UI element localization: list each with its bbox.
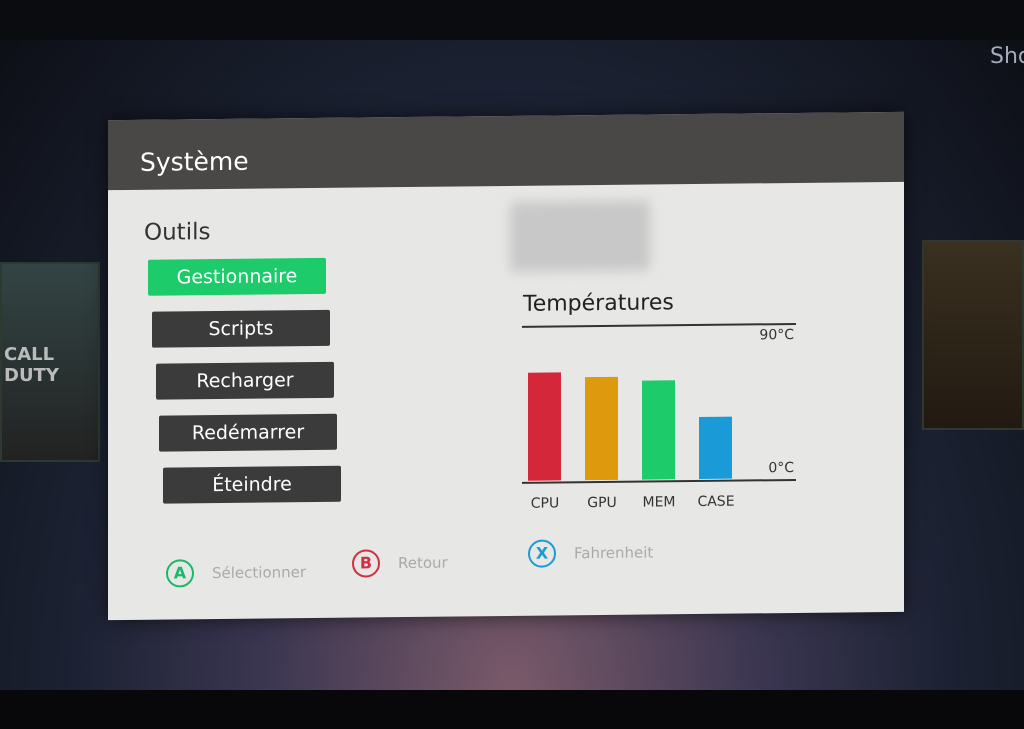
menu-item-eteindre[interactable]: Éteindre (163, 465, 341, 504)
category-label: CPU (530, 495, 560, 512)
hint-fahrenheit-label: Fahrenheit (574, 543, 654, 563)
menu-item-scripts[interactable]: Scripts (152, 309, 330, 348)
menu-item-redemarrer[interactable]: Redémarrer (159, 413, 337, 452)
hint-select-label: Sélectionner (212, 563, 307, 583)
tools-title: Outils (144, 219, 211, 246)
axis-baseline (522, 478, 796, 484)
axis-top-line (522, 322, 796, 328)
game-tile-right (922, 240, 1024, 430)
hint-back: B Retour (352, 549, 448, 578)
hint-back-label: Retour (398, 553, 448, 573)
hint-select: A Sélectionner (166, 558, 307, 588)
bar-case (699, 417, 732, 479)
ytick-min: 0°C (768, 459, 794, 477)
bar-cpu (528, 372, 561, 481)
a-button-icon: A (166, 559, 194, 588)
hint-fahrenheit: X Fahrenheit (528, 538, 654, 568)
game-tile-left: CALL DUTY (0, 262, 100, 462)
x-button-icon: X (528, 539, 556, 568)
menu-item-gestionnaire[interactable]: Gestionnaire (148, 257, 326, 296)
dialog-header: Système (108, 111, 904, 191)
category-label: MEM (642, 494, 676, 511)
screen-bezel-top (0, 0, 1024, 40)
blurred-info (510, 200, 650, 272)
ytick-max: 90°C (759, 326, 794, 344)
bar-gpu (585, 377, 618, 481)
category-label: GPU (587, 494, 617, 512)
category-label: CASE (697, 493, 735, 510)
dialog-title: Système (140, 146, 249, 177)
temperature-chart: 90°C 0°C CPU GPU MEM CASE (522, 322, 796, 516)
system-dialog: Système Outils Gestionnaire Scripts Rech… (108, 111, 904, 621)
bar-mem (642, 379, 675, 480)
game-tile-title: CALL DUTY (4, 344, 59, 386)
menu-item-recharger[interactable]: Recharger (156, 361, 334, 400)
screen-bezel-bottom (0, 690, 1024, 729)
b-button-icon: B (352, 549, 380, 578)
temperatures-title: Températures (523, 290, 674, 317)
corner-text: Sho (990, 44, 1024, 69)
